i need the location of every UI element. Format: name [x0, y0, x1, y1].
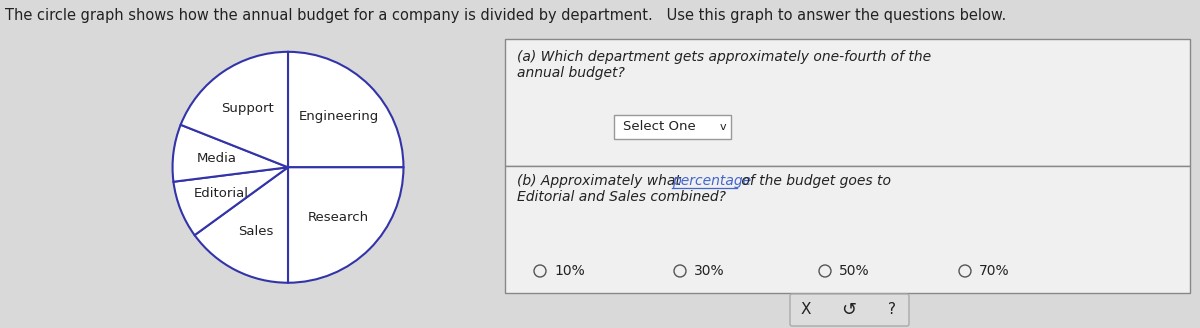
FancyBboxPatch shape [790, 294, 910, 326]
Wedge shape [194, 167, 288, 283]
Text: Sales: Sales [238, 225, 274, 237]
Text: Editorial and Sales combined?: Editorial and Sales combined? [517, 190, 726, 204]
Text: 10%: 10% [554, 264, 584, 278]
Text: Support: Support [221, 102, 274, 114]
Text: X: X [800, 302, 811, 318]
Text: Select One: Select One [623, 120, 696, 133]
Text: ↺: ↺ [841, 301, 857, 319]
FancyBboxPatch shape [505, 166, 1190, 293]
Text: 50%: 50% [839, 264, 870, 278]
Text: ?: ? [888, 302, 896, 318]
Text: 30%: 30% [694, 264, 725, 278]
Text: (a) Which department gets approximately one-fourth of the: (a) Which department gets approximately … [517, 50, 931, 64]
Text: Media: Media [197, 152, 236, 165]
Wedge shape [174, 167, 288, 235]
Text: (b) Approximately what: (b) Approximately what [517, 174, 685, 188]
FancyBboxPatch shape [505, 39, 1190, 166]
Text: v: v [720, 122, 727, 132]
Wedge shape [288, 167, 403, 283]
Wedge shape [288, 52, 403, 167]
FancyBboxPatch shape [614, 115, 731, 139]
Wedge shape [173, 125, 288, 182]
Text: The circle graph shows how the annual budget for a company is divided by departm: The circle graph shows how the annual bu… [5, 8, 1007, 23]
Text: Editorial: Editorial [194, 187, 248, 200]
Text: annual budget?: annual budget? [517, 66, 625, 80]
Text: of the budget goes to: of the budget goes to [737, 174, 890, 188]
Wedge shape [181, 52, 288, 167]
Text: Engineering: Engineering [299, 110, 379, 123]
Text: 70%: 70% [979, 264, 1009, 278]
Text: Research: Research [308, 212, 370, 224]
Text: percentage: percentage [672, 174, 751, 188]
